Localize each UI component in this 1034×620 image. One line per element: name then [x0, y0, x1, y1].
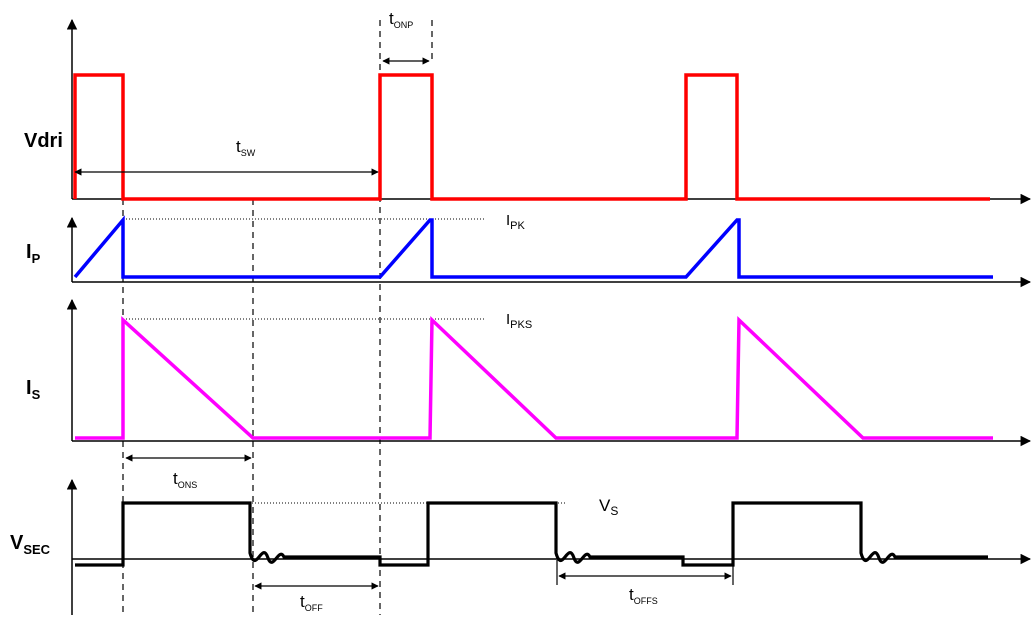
signal-labels: Vdri IP IS VSEC [10, 130, 63, 557]
ipk-label-main: I [506, 212, 510, 229]
dimension-arrows [74, 57, 734, 590]
vdri-label: Vdri [24, 130, 63, 152]
is-waveform [75, 315, 993, 440]
ip-label-main: I [26, 241, 32, 263]
ip-label-sub: P [32, 251, 41, 266]
ipks-label: IPKS [506, 311, 532, 331]
toffs-label-main: t [629, 585, 634, 604]
tonp-label-main: t [389, 9, 394, 28]
ipk-label: IPK [506, 212, 526, 232]
vs-label: VS [599, 496, 618, 518]
axes [66, 18, 1032, 615]
is-label-main: I [26, 377, 32, 399]
vsec-waveform [75, 501, 988, 567]
ip-label: IP [26, 241, 41, 266]
tsw-label-main: t [236, 137, 241, 156]
ipks-label-sub: PKS [510, 319, 532, 331]
vdri-label-main: V [24, 130, 38, 152]
tsw-label-sub: SW [241, 148, 256, 158]
tsw-label: tSW [236, 137, 256, 158]
toff-label-sub: OFF [305, 603, 323, 613]
is-label-sub: S [32, 387, 41, 402]
vdri-label-sub: dri [37, 130, 63, 152]
tons-label: tONS [173, 469, 197, 490]
toffs-label: tOFFS [629, 585, 658, 606]
peak-guides [123, 218, 565, 504]
tons-label-sub: ONS [178, 480, 198, 490]
toff-label-main: t [300, 592, 305, 611]
vsec-label: VSEC [10, 532, 51, 557]
guide-lines [122, 20, 433, 615]
toffs-label-sub: OFFS [634, 596, 658, 606]
tonp-label-sub: ONP [394, 20, 414, 30]
vs-label-main: V [599, 496, 611, 515]
tons-label-main: t [173, 469, 178, 488]
toff-label: tOFF [300, 592, 323, 613]
vsec-label-main: V [10, 532, 24, 554]
vsec-label-sub: SEC [23, 542, 50, 557]
annotation-labels: tONP tSW IPK IPKS tONS VS tOFF tOFFS [173, 9, 658, 613]
ipk-label-sub: PK [510, 220, 525, 232]
vs-label-sub: S [610, 504, 618, 518]
tonp-label: tONP [389, 9, 413, 30]
is-label: IS [26, 377, 41, 402]
ip-waveform [73, 215, 993, 279]
vdri-waveform [73, 73, 990, 201]
ipks-label-main: I [506, 311, 510, 328]
